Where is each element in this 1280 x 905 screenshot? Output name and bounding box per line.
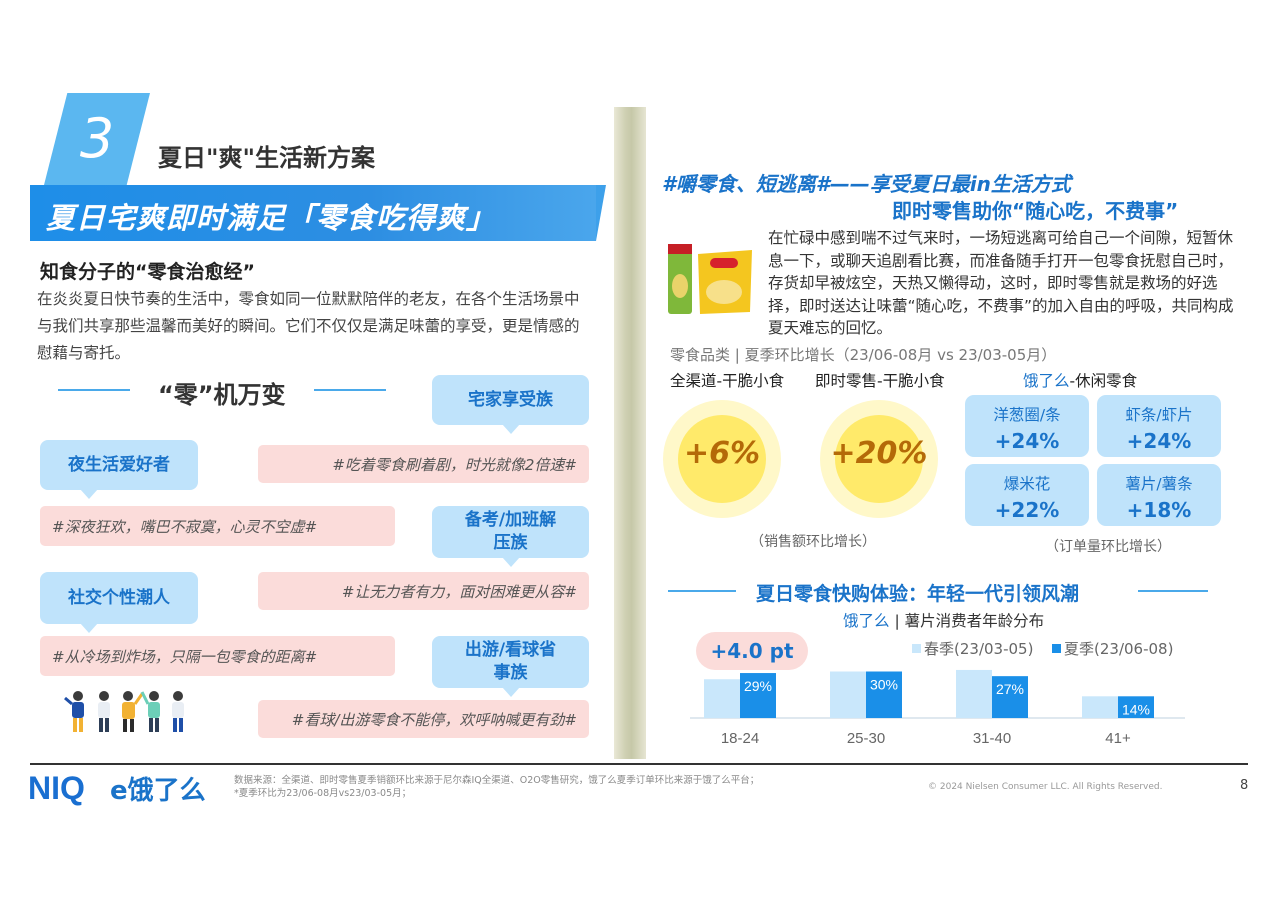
bar-spring-31-40 xyxy=(956,669,992,718)
chart-sub-rest: | 薯片消费者年龄分布 xyxy=(889,612,1045,630)
tile-pct: +18% xyxy=(1126,498,1192,522)
page-number: 8 xyxy=(1240,778,1249,793)
tile-shrimp-chips: 虾条/虾片 +24% xyxy=(1097,395,1221,457)
chart-subtitle: 饿了么 | 薯片消费者年龄分布 xyxy=(843,609,1044,631)
right-subheadline: 即时零售助你“随心吃，不费事” xyxy=(892,199,1179,223)
x-tick-25-30: 25-30 xyxy=(847,730,885,747)
tile-name: 洋葱圈/条 xyxy=(993,406,1061,424)
growth-circle-all-channel: +6% xyxy=(663,400,781,518)
tile-pct: +24% xyxy=(994,429,1060,453)
eleme-brand-label: 饿了么 xyxy=(1023,372,1070,390)
tag-social: #从冷场到炸场，只隔一包零食的距离# xyxy=(40,636,395,676)
chart-sub-brand: 饿了么 xyxy=(843,612,890,630)
delta-value: +4.0 pt xyxy=(710,639,794,663)
mid-title: “零”机万变 xyxy=(158,381,286,409)
chips-product-image xyxy=(668,244,752,314)
banner-title: 夏日宅爽即时满足「零食吃得爽」 xyxy=(46,201,497,235)
tile-name: 薯片/薯条 xyxy=(1125,475,1193,493)
bubble-social: 社交个性潮人 xyxy=(40,572,198,633)
niq-logo: NIQ xyxy=(28,770,85,806)
tile-name: 虾条/虾片 xyxy=(1125,406,1193,424)
bubble-outing: 出游/看球省事族 xyxy=(432,636,589,697)
tile-pct: +22% xyxy=(994,498,1060,522)
people-illustration xyxy=(64,691,184,732)
bar-spring-18-24 xyxy=(704,679,740,718)
section-title: 夏日"爽"生活新方案 xyxy=(158,144,376,172)
person-icon xyxy=(172,691,184,732)
tag-night: #深夜狂欢，嘴巴不寂寞，心灵不空虚# xyxy=(40,506,395,546)
growth-value: +6% xyxy=(683,436,761,471)
bar-summer-31-40 xyxy=(992,676,1028,718)
bar-summer-18-24 xyxy=(740,673,776,718)
bar-label-25-30: 30% xyxy=(870,677,898,693)
legend-summer: 夏季(23/06-08) xyxy=(1052,638,1173,659)
book-spine xyxy=(614,107,646,759)
order-note: （订单量环比增长） xyxy=(1045,539,1171,555)
eleme-logo: e饿了么 xyxy=(110,776,206,806)
bubble-study: 备考/加班解压族 xyxy=(432,506,589,567)
bar-spring-25-30 xyxy=(830,671,866,718)
person-icon xyxy=(98,691,110,732)
tile-popcorn: 爆米花 +22% xyxy=(965,464,1089,526)
growth-value: +20% xyxy=(830,436,928,471)
banner: 夏日宅爽即时满足「零食吃得爽」 xyxy=(30,185,596,241)
category-meta: 零食品类 | 夏季环比增长（23/06-08月 vs 23/03-05月） xyxy=(670,346,1057,364)
chart-divider-left xyxy=(668,590,736,592)
right-headline: #嚼零食、短逃离#——享受夏日最in生活方式 xyxy=(662,172,1071,196)
divider-right xyxy=(314,389,386,391)
snack-label: -休闲零食 xyxy=(1069,372,1138,390)
legend-label: 夏季(23/06-08) xyxy=(1064,640,1174,658)
copyright: © 2024 Nielsen Consumer LLC. All Rights … xyxy=(928,782,1163,792)
tile-name: 爆米花 xyxy=(1003,475,1051,493)
tag-study: #让无力者有力，面对困难更从容# xyxy=(258,572,589,610)
legend-spring: 春季(23/03-05) xyxy=(912,638,1033,659)
legend-label: 春季(23/03-05) xyxy=(924,640,1034,658)
bar-spring-41+ xyxy=(1082,696,1118,718)
legend-swatch xyxy=(912,644,921,653)
data-source: 数据来源：全渠道、即时零售夏季销额环比来源于尼尔森IQ全渠道、O2O零售研究，饿… xyxy=(234,774,759,800)
bubble-night: 夜生活爱好者 xyxy=(40,440,198,499)
source-line-1: 数据来源：全渠道、即时零售夏季销额环比来源于尼尔森IQ全渠道、O2O零售研究，饿… xyxy=(234,775,760,786)
x-tick-18-24: 18-24 xyxy=(721,730,759,747)
bar-summer-41+ xyxy=(1118,696,1154,718)
chart-title: 夏日零食快购体验：年轻一代引领风潮 xyxy=(756,583,1080,605)
tile-pct: +24% xyxy=(1126,429,1192,453)
tag-outing: #看球/出游零食不能停，欢呼呐喊更有劲# xyxy=(258,700,589,738)
footer-divider xyxy=(30,763,1248,765)
sales-note: （销售额环比增长） xyxy=(750,534,876,550)
bar-label-31-40: 27% xyxy=(996,681,1024,697)
x-tick-41+: 41+ xyxy=(1105,730,1131,747)
right-body: 在忙碌中感到喘不过气来时，一场短逃离可给自己一个间隙，短暂休息一下，或聊天追剧看… xyxy=(768,229,1234,337)
col-label-instant-retail: 即时零售-干脆小食 xyxy=(815,372,945,390)
bar-label-18-24: 29% xyxy=(744,678,772,694)
col-label-eleme: 饿了么-休闲零食 xyxy=(1023,369,1137,391)
sub-heading: 知食分子的“零食治愈经” xyxy=(40,261,255,283)
delta-pill: +4.0 pt xyxy=(696,632,808,670)
tile-potato-chips: 薯片/薯条 +18% xyxy=(1097,464,1221,526)
section-number: 3 xyxy=(79,107,115,170)
growth-circle-instant-retail: +20% xyxy=(820,400,938,518)
age-distribution-chart: 29% 18-24 30% 25-30 27% 31-40 14% 41+ xyxy=(690,669,1185,747)
tile-onion-rings: 洋葱圈/条 +24% xyxy=(965,395,1089,457)
bar-label-41+: 14% xyxy=(1122,701,1150,717)
chart-divider-right xyxy=(1138,590,1208,592)
person-icon xyxy=(140,691,160,732)
intro-paragraph: 在炎炎夏日快节奏的生活中，零食如同一位默默陪伴的老友，在各个生活场景中与我们共享… xyxy=(37,290,580,362)
bubble-home: 宅家享受族 xyxy=(432,375,589,434)
section-number-badge: 3 xyxy=(44,93,150,185)
person-icon xyxy=(122,691,144,732)
tag-home: #吃着零食刷着剧，时光就像2倍速# xyxy=(258,445,589,483)
col-label-all-channel: 全渠道-干脆小食 xyxy=(670,372,785,390)
person-icon xyxy=(64,691,84,732)
legend-swatch xyxy=(1052,644,1061,653)
source-line-2: *夏季环比为23/06-08月vs23/03-05月； xyxy=(234,788,412,799)
x-tick-31-40: 31-40 xyxy=(973,730,1011,747)
bar-summer-25-30 xyxy=(866,671,902,718)
divider-left xyxy=(58,389,130,391)
